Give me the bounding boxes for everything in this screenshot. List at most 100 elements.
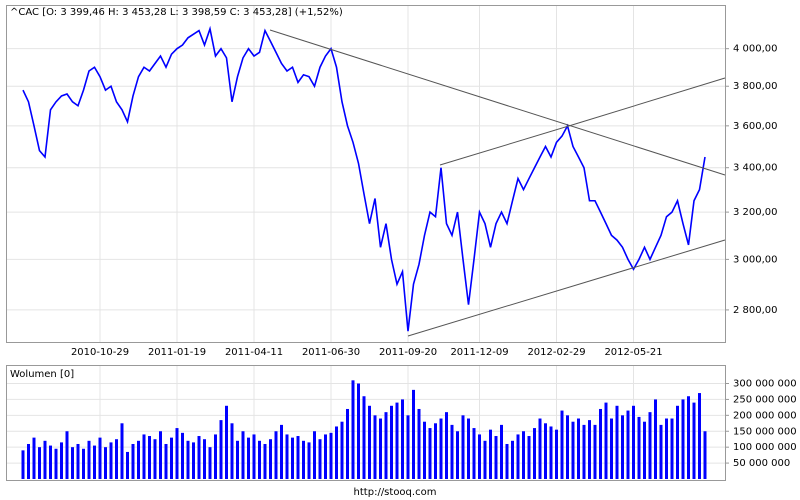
volume-bar bbox=[434, 423, 437, 479]
y-tick-label: 3 600,00 bbox=[733, 121, 778, 132]
trend-line bbox=[571, 77, 726, 126]
volume-bar bbox=[428, 428, 432, 479]
volume-bar bbox=[109, 442, 113, 479]
y-tick-label: 3 800,00 bbox=[733, 81, 778, 92]
volume-bar bbox=[126, 451, 129, 479]
volume-bar bbox=[626, 410, 630, 479]
volume-bar bbox=[27, 443, 30, 479]
volume-bar bbox=[181, 432, 184, 479]
y-tick-label: 300 000 000 bbox=[733, 379, 797, 390]
volume-bar bbox=[390, 405, 393, 479]
volume-bar bbox=[368, 405, 371, 479]
volume-bar bbox=[467, 418, 470, 479]
volume-bar bbox=[318, 439, 322, 479]
volume-bar bbox=[527, 436, 531, 479]
volume-bar bbox=[406, 415, 410, 479]
volume-bar bbox=[98, 437, 102, 479]
volume-bar bbox=[692, 402, 696, 479]
volume-bar bbox=[269, 439, 272, 479]
volume-bar bbox=[280, 424, 283, 479]
volume-bar bbox=[582, 424, 586, 479]
volume-bar bbox=[439, 418, 443, 479]
volume-bar bbox=[197, 436, 201, 479]
volume-bar bbox=[632, 405, 635, 479]
volume-bar bbox=[566, 415, 569, 479]
volume-bar bbox=[362, 396, 366, 479]
x-tick-label: 2012-02-29 bbox=[527, 347, 585, 358]
volume-bar bbox=[258, 440, 261, 479]
volume-bar bbox=[32, 437, 36, 479]
volume-bar bbox=[49, 445, 52, 479]
volume-bar bbox=[203, 439, 206, 479]
volume-bar bbox=[494, 436, 498, 479]
volume-bar bbox=[329, 432, 333, 479]
volume-bar bbox=[285, 434, 289, 479]
volume-bar bbox=[76, 443, 80, 479]
volume-bar bbox=[610, 418, 613, 479]
volume-bar bbox=[71, 447, 74, 479]
volume-bar bbox=[571, 421, 575, 479]
volume-bar bbox=[307, 442, 311, 479]
trend-line bbox=[407, 239, 726, 337]
volume-bar bbox=[54, 448, 58, 479]
volume-bar bbox=[186, 440, 190, 479]
volume-bar bbox=[604, 402, 608, 479]
volume-bar bbox=[412, 389, 415, 479]
y-tick-label: 150 000 000 bbox=[733, 426, 797, 437]
volume-bar bbox=[43, 440, 47, 479]
volume-bar bbox=[313, 431, 316, 479]
volume-bar bbox=[219, 420, 223, 479]
volume-bar bbox=[516, 434, 520, 479]
volume-bar bbox=[698, 393, 701, 479]
volume-bar bbox=[87, 440, 91, 479]
volume-bar bbox=[142, 434, 146, 479]
volume-bar bbox=[478, 434, 481, 479]
volume-bar bbox=[549, 426, 553, 479]
volume-bar bbox=[615, 405, 619, 479]
x-tick-label: 2011-09-20 bbox=[379, 347, 437, 358]
volume-bar bbox=[104, 447, 107, 479]
volume-bar bbox=[302, 440, 305, 479]
volume-bar bbox=[676, 405, 679, 479]
volume-bar bbox=[373, 415, 377, 479]
y-tick-label: 200 000 000 bbox=[733, 410, 797, 421]
volume-bar bbox=[131, 443, 135, 479]
volume-bar bbox=[621, 415, 624, 479]
volume-panel bbox=[6, 365, 726, 481]
volume-bar bbox=[230, 423, 234, 479]
volume-bar bbox=[395, 402, 399, 479]
volume-bar bbox=[505, 443, 509, 479]
volume-bar bbox=[423, 421, 426, 479]
volume-bar bbox=[351, 380, 355, 479]
volume-bar bbox=[384, 412, 388, 479]
x-tick-label: 2010-10-29 bbox=[71, 347, 129, 358]
volume-bar bbox=[170, 437, 173, 479]
volume-bar bbox=[153, 439, 157, 479]
price-line bbox=[22, 25, 706, 332]
volume-bar bbox=[483, 440, 487, 479]
volume-bar bbox=[208, 447, 212, 479]
volume-bar bbox=[599, 408, 602, 479]
volume-bar bbox=[225, 405, 228, 479]
volume-bar bbox=[456, 431, 459, 479]
volume-bar bbox=[335, 426, 338, 479]
price-panel bbox=[6, 5, 726, 343]
x-tick-label: 2011-01-19 bbox=[148, 347, 206, 358]
volume-bar bbox=[681, 399, 685, 479]
x-tick-label: 2011-12-09 bbox=[450, 347, 508, 358]
volume-bar bbox=[555, 429, 558, 479]
volume-bar bbox=[60, 442, 63, 479]
y-tick-label: 3 200,00 bbox=[733, 207, 778, 218]
volume-bar bbox=[445, 412, 448, 479]
volume-bar bbox=[82, 448, 85, 479]
volume-bar bbox=[175, 428, 179, 479]
volume-bar bbox=[291, 437, 294, 479]
volume-bar bbox=[401, 399, 404, 479]
volume-bar bbox=[263, 443, 267, 479]
volume-bar bbox=[665, 418, 668, 479]
volume-bar bbox=[93, 445, 96, 479]
volume-bar bbox=[659, 424, 663, 479]
x-tick-label: 2012-05-21 bbox=[604, 347, 662, 358]
